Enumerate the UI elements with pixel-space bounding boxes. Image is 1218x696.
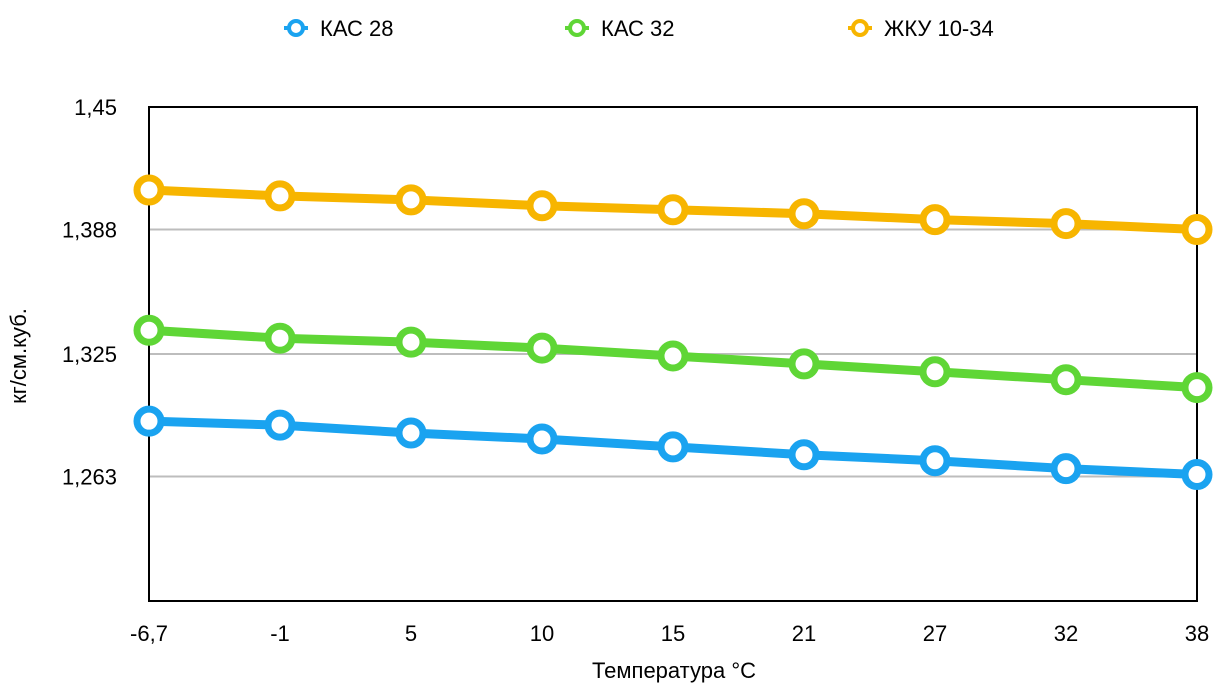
x-tick-label: 32 [1054, 621, 1078, 646]
x-tick-label: 15 [661, 621, 685, 646]
x-tick-label: 10 [530, 621, 554, 646]
data-point [395, 417, 427, 449]
series-group [133, 174, 1213, 246]
legend-label: КАС 28 [320, 16, 393, 41]
series-group [133, 314, 1213, 404]
legend-label: ЖКУ 10-34 [884, 16, 994, 41]
data-point [657, 431, 689, 463]
x-axis-ticks: -6,7 -1 5 10 15 21 27 32 38 [130, 621, 1209, 646]
plot-frame [148, 106, 1198, 602]
legend-marker [568, 19, 586, 37]
x-tick-label: -1 [270, 621, 290, 646]
data-point [919, 445, 951, 477]
y-axis-title: кг/см.куб. [6, 308, 31, 404]
data-point [1050, 364, 1082, 396]
data-point [526, 423, 558, 455]
data-point [264, 322, 296, 354]
series-layer [133, 174, 1213, 491]
y-tick-label: 1,325 [62, 342, 117, 367]
data-point [788, 439, 820, 471]
legend-item: КАС 28 [284, 16, 393, 41]
data-point [919, 356, 951, 388]
x-tick-label: 21 [792, 621, 816, 646]
x-tick-label: 5 [405, 621, 417, 646]
legend-item: КАС 32 [565, 16, 674, 41]
data-point [526, 190, 558, 222]
data-point [264, 409, 296, 441]
series-group [133, 405, 1213, 491]
legend-marker [287, 19, 305, 37]
data-point [1181, 372, 1213, 404]
data-point [657, 194, 689, 226]
legend-label: КАС 32 [601, 16, 674, 41]
data-point [1181, 214, 1213, 246]
data-point [1050, 208, 1082, 240]
data-point [395, 184, 427, 216]
data-point [919, 204, 951, 236]
data-point [133, 174, 165, 206]
data-point [526, 332, 558, 364]
y-tick-label: 1,388 [62, 218, 117, 243]
x-axis-title: Температура °C [592, 658, 756, 683]
data-point [657, 340, 689, 372]
x-tick-label: 27 [923, 621, 947, 646]
data-point [395, 326, 427, 358]
y-tick-label: 1,263 [62, 465, 117, 490]
data-point [133, 405, 165, 437]
data-point [1050, 453, 1082, 485]
x-tick-label: 38 [1185, 621, 1209, 646]
legend-marker [851, 19, 869, 37]
data-point [1181, 459, 1213, 491]
data-point [788, 348, 820, 380]
data-point [788, 198, 820, 230]
plot-area-frame [148, 106, 1198, 602]
y-tick-label: 1,45 [74, 95, 117, 120]
data-point [264, 180, 296, 212]
legend-item: ЖКУ 10-34 [848, 16, 994, 41]
y-axis-ticks: 1,263 1,325 1,388 1,45 [62, 95, 117, 490]
data-point [133, 314, 165, 346]
legend: КАС 28 КАС 32 ЖКУ 10-34 [284, 16, 994, 41]
x-tick-label: -6,7 [130, 621, 168, 646]
